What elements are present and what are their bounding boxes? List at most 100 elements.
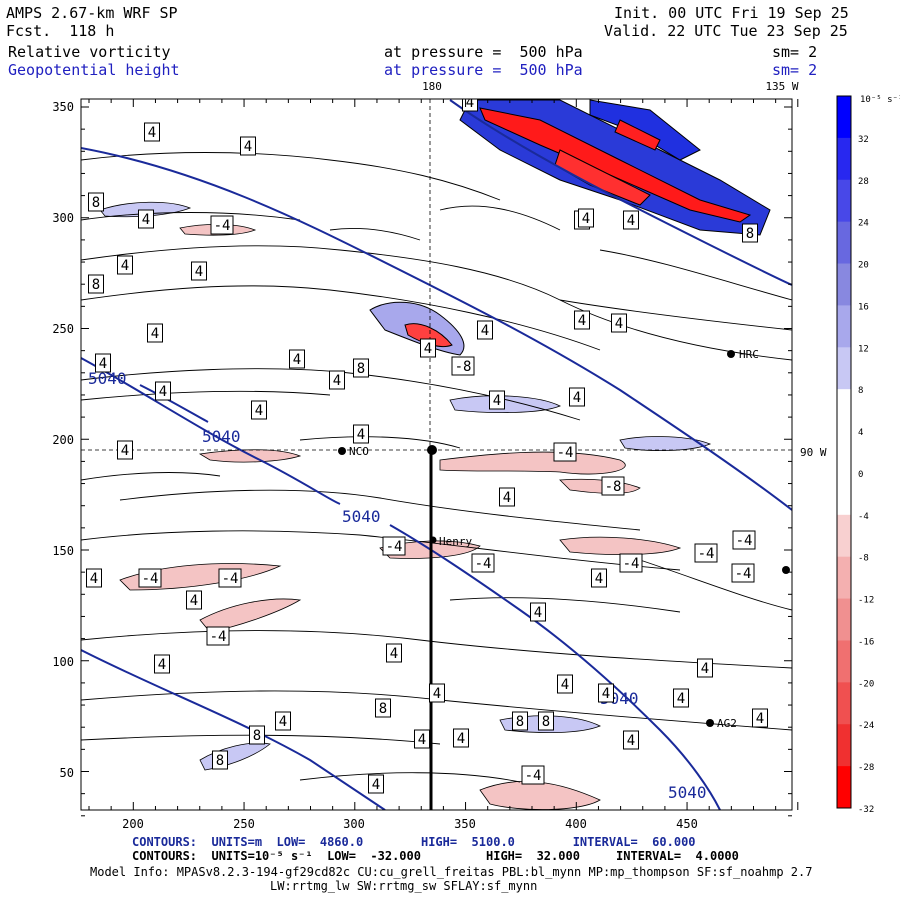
vorticity-label-box: [451, 356, 475, 376]
colorbar-tick-label: -32: [858, 805, 874, 815]
vorticity-label-box: [212, 750, 228, 770]
colorbar-tick-label: 20: [858, 261, 869, 271]
vorticity-label-box: [382, 536, 406, 556]
pole-marker: [427, 445, 437, 455]
vorticity-label-value: -8: [605, 479, 622, 495]
colorbar-tick-label: -28: [858, 763, 874, 773]
vorticity-label-box: [353, 424, 369, 444]
colorbar-unit: 10⁻⁵ s⁻¹: [860, 95, 900, 105]
vorticity-label-value: 4: [433, 686, 441, 702]
y-tick-label: 200: [52, 433, 74, 447]
footer-height-contours: CONTOURS: UNITS=m LOW= 4860.0 HIGH= 5100…: [132, 835, 696, 849]
vorticity-label-value: 4: [424, 341, 432, 357]
vorticity-label-box: [477, 320, 493, 340]
vorticity-label-value: 8: [216, 753, 224, 769]
vorticity-label-box: [732, 530, 756, 550]
colorbar-swatch: [837, 137, 851, 181]
colorbar-tick-label: -20: [858, 679, 874, 689]
colorbar-tick-label: -12: [858, 596, 874, 606]
vorticity-label-value: 4: [357, 427, 365, 443]
vorticity-label-value: 4: [756, 711, 764, 727]
x-tick-label: 300: [343, 817, 365, 831]
height-label-5040: 5040: [88, 369, 127, 388]
vorticity-label-box: [117, 440, 133, 460]
vorticity-label-box: [186, 590, 202, 610]
colorbar-tick-label: 0: [858, 470, 863, 480]
vorticity-label-box: [206, 626, 230, 646]
vorticity-label-box: [191, 261, 207, 281]
vorticity-label-value: 4: [244, 139, 252, 155]
vorticity-label-value: -8: [455, 359, 472, 375]
colorbar-tick-label: -4: [858, 512, 869, 522]
colorbar-tick-label: -8: [858, 554, 869, 564]
vorticity-label-box: [471, 553, 495, 573]
vorticity-label-box: [611, 313, 627, 333]
valid-time: Valid. 22 UTC Tue 23 Sep 25: [604, 22, 848, 40]
colorbar-tick-label: 4: [858, 428, 863, 438]
vorticity-label-box: [569, 387, 585, 407]
vorticity-label-value: 4: [627, 213, 635, 229]
field1-name: Relative vorticity: [8, 43, 171, 61]
init-time: Init. 00 UTC Fri 19 Sep 25: [614, 4, 849, 22]
station-dot-hrc: [727, 350, 735, 358]
vorticity-label-value: 4: [561, 677, 569, 693]
vorticity-label-value: 4: [293, 352, 301, 368]
station-dot-ag2: [706, 719, 714, 727]
vorticity-label-value: 4: [148, 125, 156, 141]
y-tick-label: 250: [52, 322, 74, 336]
stations: HRC NCO Henry AG2: [338, 348, 790, 730]
colorbar-tick-label: 12: [858, 344, 869, 354]
vorticity-label-box: [623, 730, 639, 750]
vorticity-label-value: 4: [142, 212, 150, 228]
footer-vorticity-contours: CONTOURS: UNITS=10⁻⁵ s⁻¹ LOW= -32.000 HI…: [132, 849, 739, 863]
x-tick-label: 200: [122, 817, 144, 831]
vorticity-label-box: [731, 563, 755, 583]
vorticity-label-value: 4: [151, 326, 159, 342]
vorticity-label-value: 8: [253, 728, 261, 744]
vorticity-label-box: [289, 349, 305, 369]
vorticity-label-box: [578, 208, 594, 228]
vorticity-label-box: [623, 210, 639, 230]
vorticity-label-box: [574, 310, 590, 330]
vorticity-label-value: 4: [159, 384, 167, 400]
vorticity-label-box: [86, 568, 102, 588]
vorticity-label-value: -4: [525, 768, 542, 784]
lon-label-180: 180: [422, 80, 442, 93]
footer-model-info: Model Info: MPASv8.2.3-194-gf29cd82c CU:…: [90, 865, 813, 879]
vorticity-label-value: 4: [701, 661, 709, 677]
vorticity-label-box: [429, 683, 445, 703]
colorbar-tick-label: 32: [858, 135, 869, 145]
x-tick-label: 250: [233, 817, 255, 831]
vorticity-label-value: -4: [698, 546, 715, 562]
vorticity-label-value: -4: [210, 629, 227, 645]
station-label-hrc: HRC: [739, 348, 759, 361]
y-tick-label: 50: [60, 766, 74, 780]
vorticity-label-box: [453, 728, 469, 748]
vorticity-label-value: 4: [90, 571, 98, 587]
station-dot-henry: [429, 536, 437, 544]
x-tick-label: 450: [676, 817, 698, 831]
field1-level: at pressure = 500 hPa: [384, 43, 583, 61]
vorticity-label-value: -4: [736, 533, 753, 549]
vorticity-label-value: -4: [735, 566, 752, 582]
colorbar-tick-label: 16: [858, 302, 869, 312]
vorticity-label-value: 4: [493, 393, 501, 409]
x-tick-label: 400: [565, 817, 587, 831]
vorticity-label-value: 4: [333, 373, 341, 389]
y-tick-label: 100: [52, 655, 74, 669]
vorticity-label-value: 4: [582, 211, 590, 227]
colorbar-swatch: [837, 221, 851, 265]
vorticity-label-box: [353, 358, 369, 378]
colorbar-swatch: [837, 347, 851, 390]
colorbar-frame: [836, 95, 852, 809]
vorticity-label-value: -4: [386, 539, 403, 555]
vorticity-label-box: [499, 487, 515, 507]
model-title: AMPS 2.67-km WRF SP: [6, 4, 178, 22]
y-tick-label: 150: [52, 544, 74, 558]
vorticity-label-value: -4: [214, 218, 231, 234]
vorticity-label-value: 4: [279, 714, 287, 730]
y-tick-label: 300: [52, 211, 74, 225]
footer-physics-info: LW:rrtmg_lw SW:rrtmg_sw SFLAY:sf_mynn: [270, 879, 538, 893]
field2-name: Geopotential height: [8, 61, 180, 79]
vorticity-label-box: [144, 122, 160, 142]
